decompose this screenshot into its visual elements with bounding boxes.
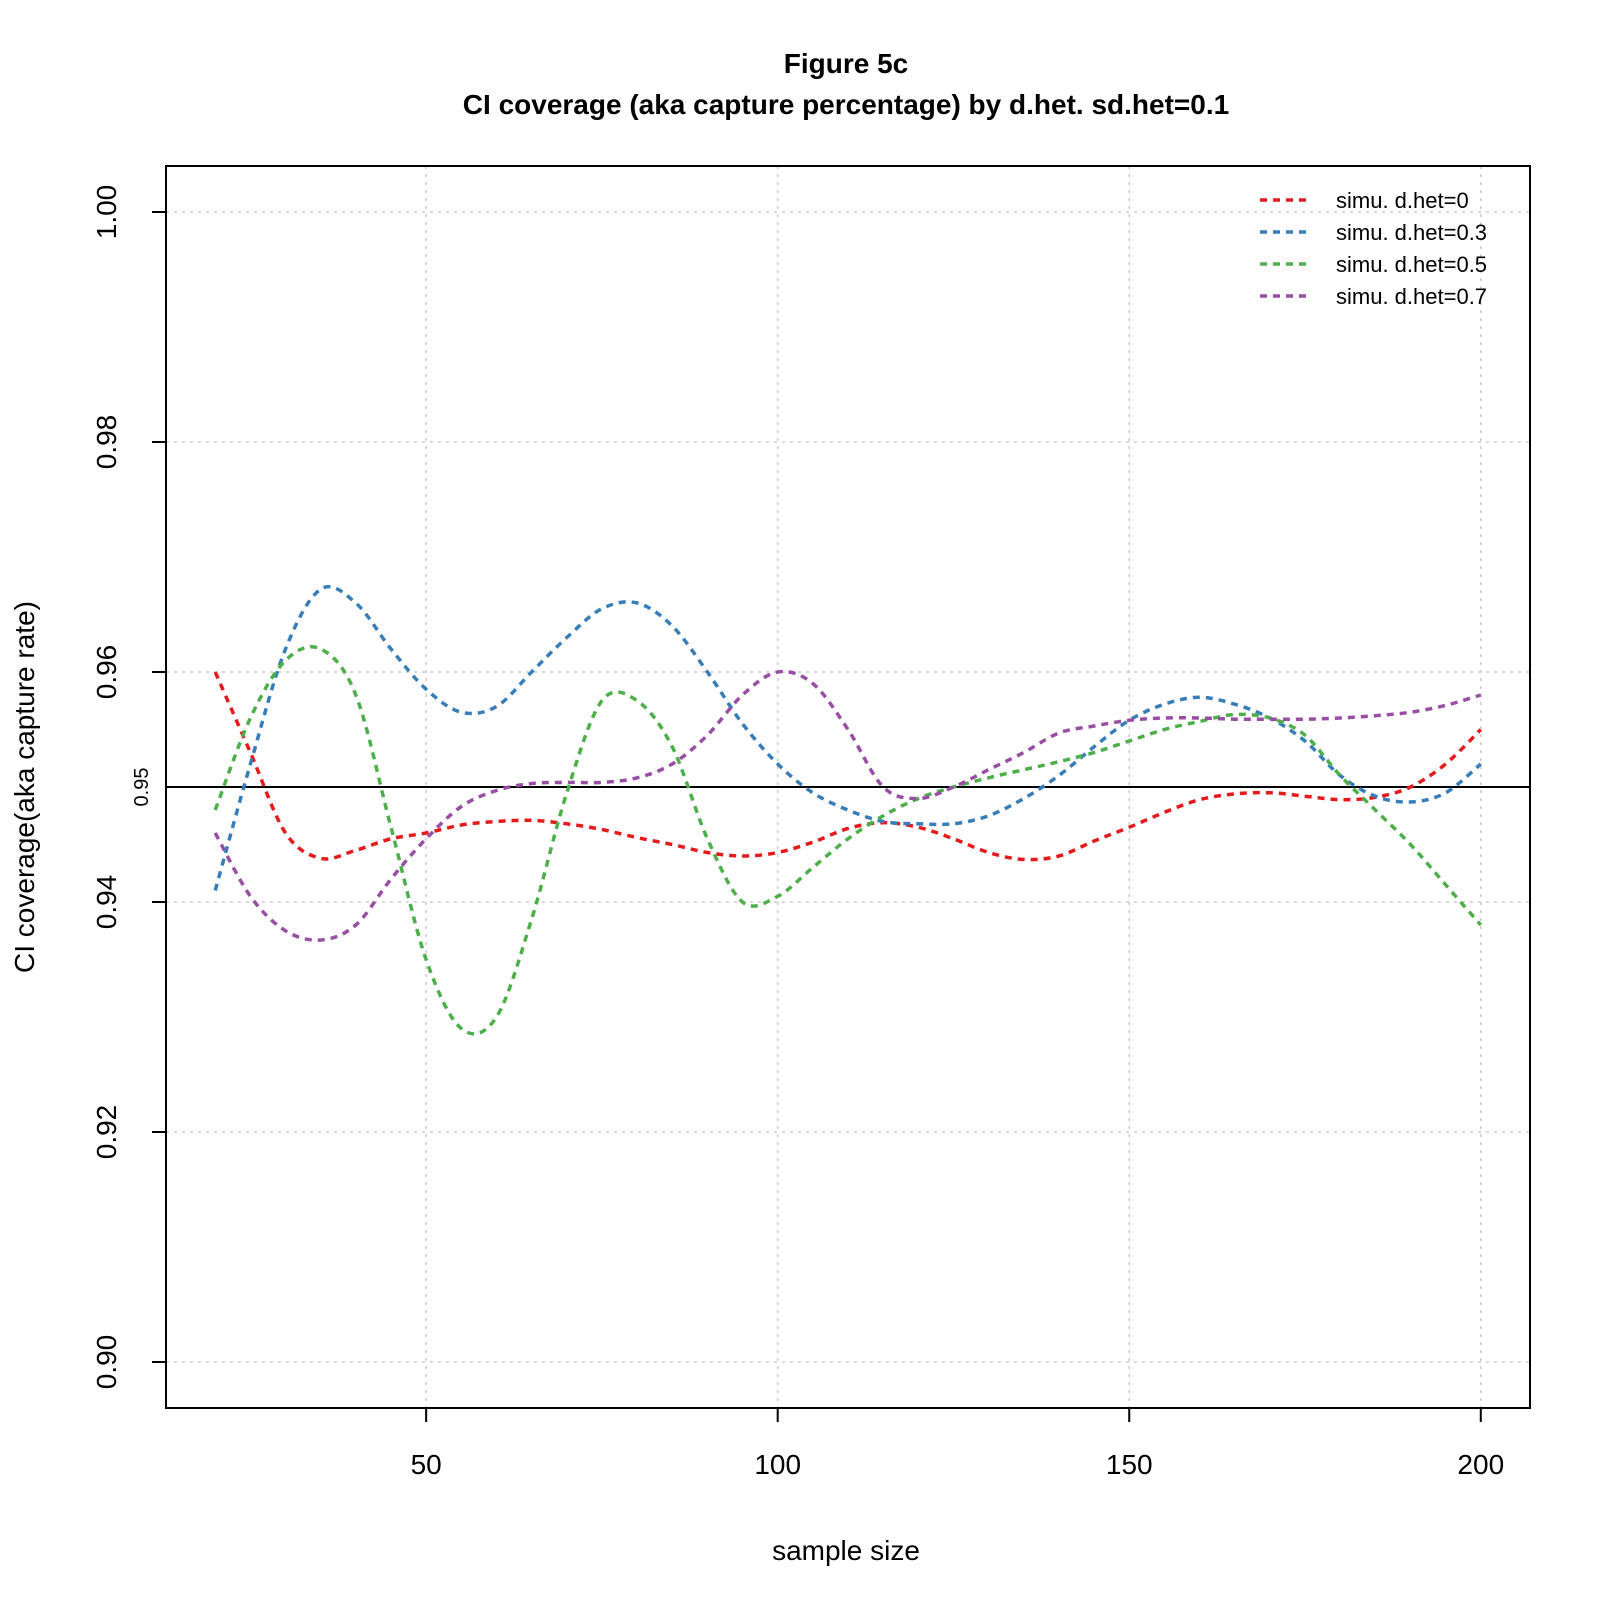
chart-title: Figure 5c [784, 48, 908, 79]
y-tick-label: 0.90 [91, 1335, 122, 1390]
y-axis-label: CI coverage(aka capture rate) [9, 601, 40, 973]
legend: simu. d.het=0 simu. d.het=0.3 simu. d.het=… [1260, 188, 1487, 309]
chart-subtitle: CI coverage (aka capture percentage) by … [463, 89, 1229, 120]
grid [166, 166, 1530, 1408]
x-tick-label: 100 [754, 1449, 801, 1480]
y-tick-label: 0.96 [91, 645, 122, 700]
reference-line-label: 0.95 [131, 768, 153, 807]
legend-label-4: simu. d.het=0.7 [1336, 284, 1487, 309]
y-tick-label: 0.94 [91, 875, 122, 930]
x-tick-label: 200 [1457, 1449, 1504, 1480]
y-tick-label: 0.98 [91, 415, 122, 470]
series-line-4 [213, 669, 1482, 942]
plot-frame [165, 165, 1531, 1409]
legend-label-1: simu. d.het=0 [1336, 188, 1469, 213]
x-axis: 50 100 150 200 [411, 1408, 1504, 1480]
series-line-2 [213, 584, 1482, 891]
y-axis: 0.90 0.92 0.94 0.96 0.98 1.00 [91, 185, 166, 1390]
x-axis-label: sample size [772, 1535, 920, 1566]
legend-label-3: simu. d.het=0.5 [1336, 252, 1487, 277]
series-group [213, 584, 1483, 1036]
x-tick-label: 150 [1106, 1449, 1153, 1480]
y-tick-label: 1.00 [91, 185, 122, 240]
series-line-1 [213, 671, 1483, 862]
reference-line-group: 0.95 [131, 768, 1530, 807]
legend-label-2: simu. d.het=0.3 [1336, 220, 1487, 245]
x-tick-label: 50 [411, 1449, 442, 1480]
series-line-3 [213, 645, 1483, 1036]
y-tick-label: 0.92 [91, 1105, 122, 1160]
